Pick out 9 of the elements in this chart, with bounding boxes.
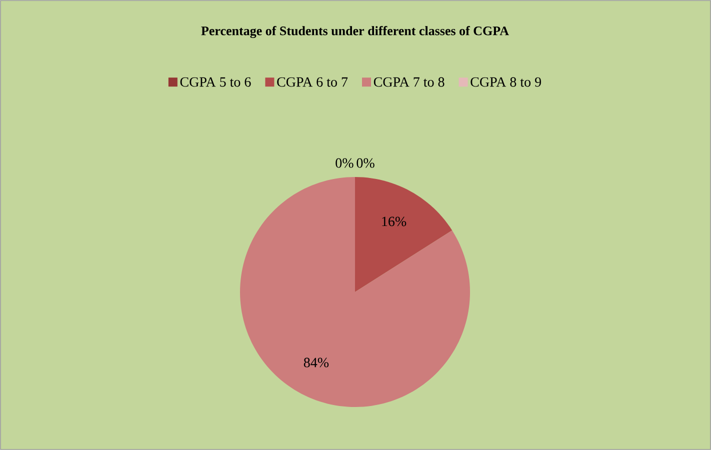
text: 0%: [336, 158, 354, 168]
legend-label: CGPA 6 to 7: [277, 77, 348, 87]
legend-label: CGPA 5 to 6: [180, 77, 251, 87]
chart-title: Percentage of Students under different classes of CGPA: [201, 26, 509, 38]
text: 0%: [356, 158, 374, 168]
legend-label: CGPA 7 to 8: [374, 77, 444, 87]
data-label: 84%: [304, 358, 329, 368]
data-label: 16%: [382, 216, 406, 226]
legend-label: CGPA 8 to 9: [470, 77, 541, 87]
